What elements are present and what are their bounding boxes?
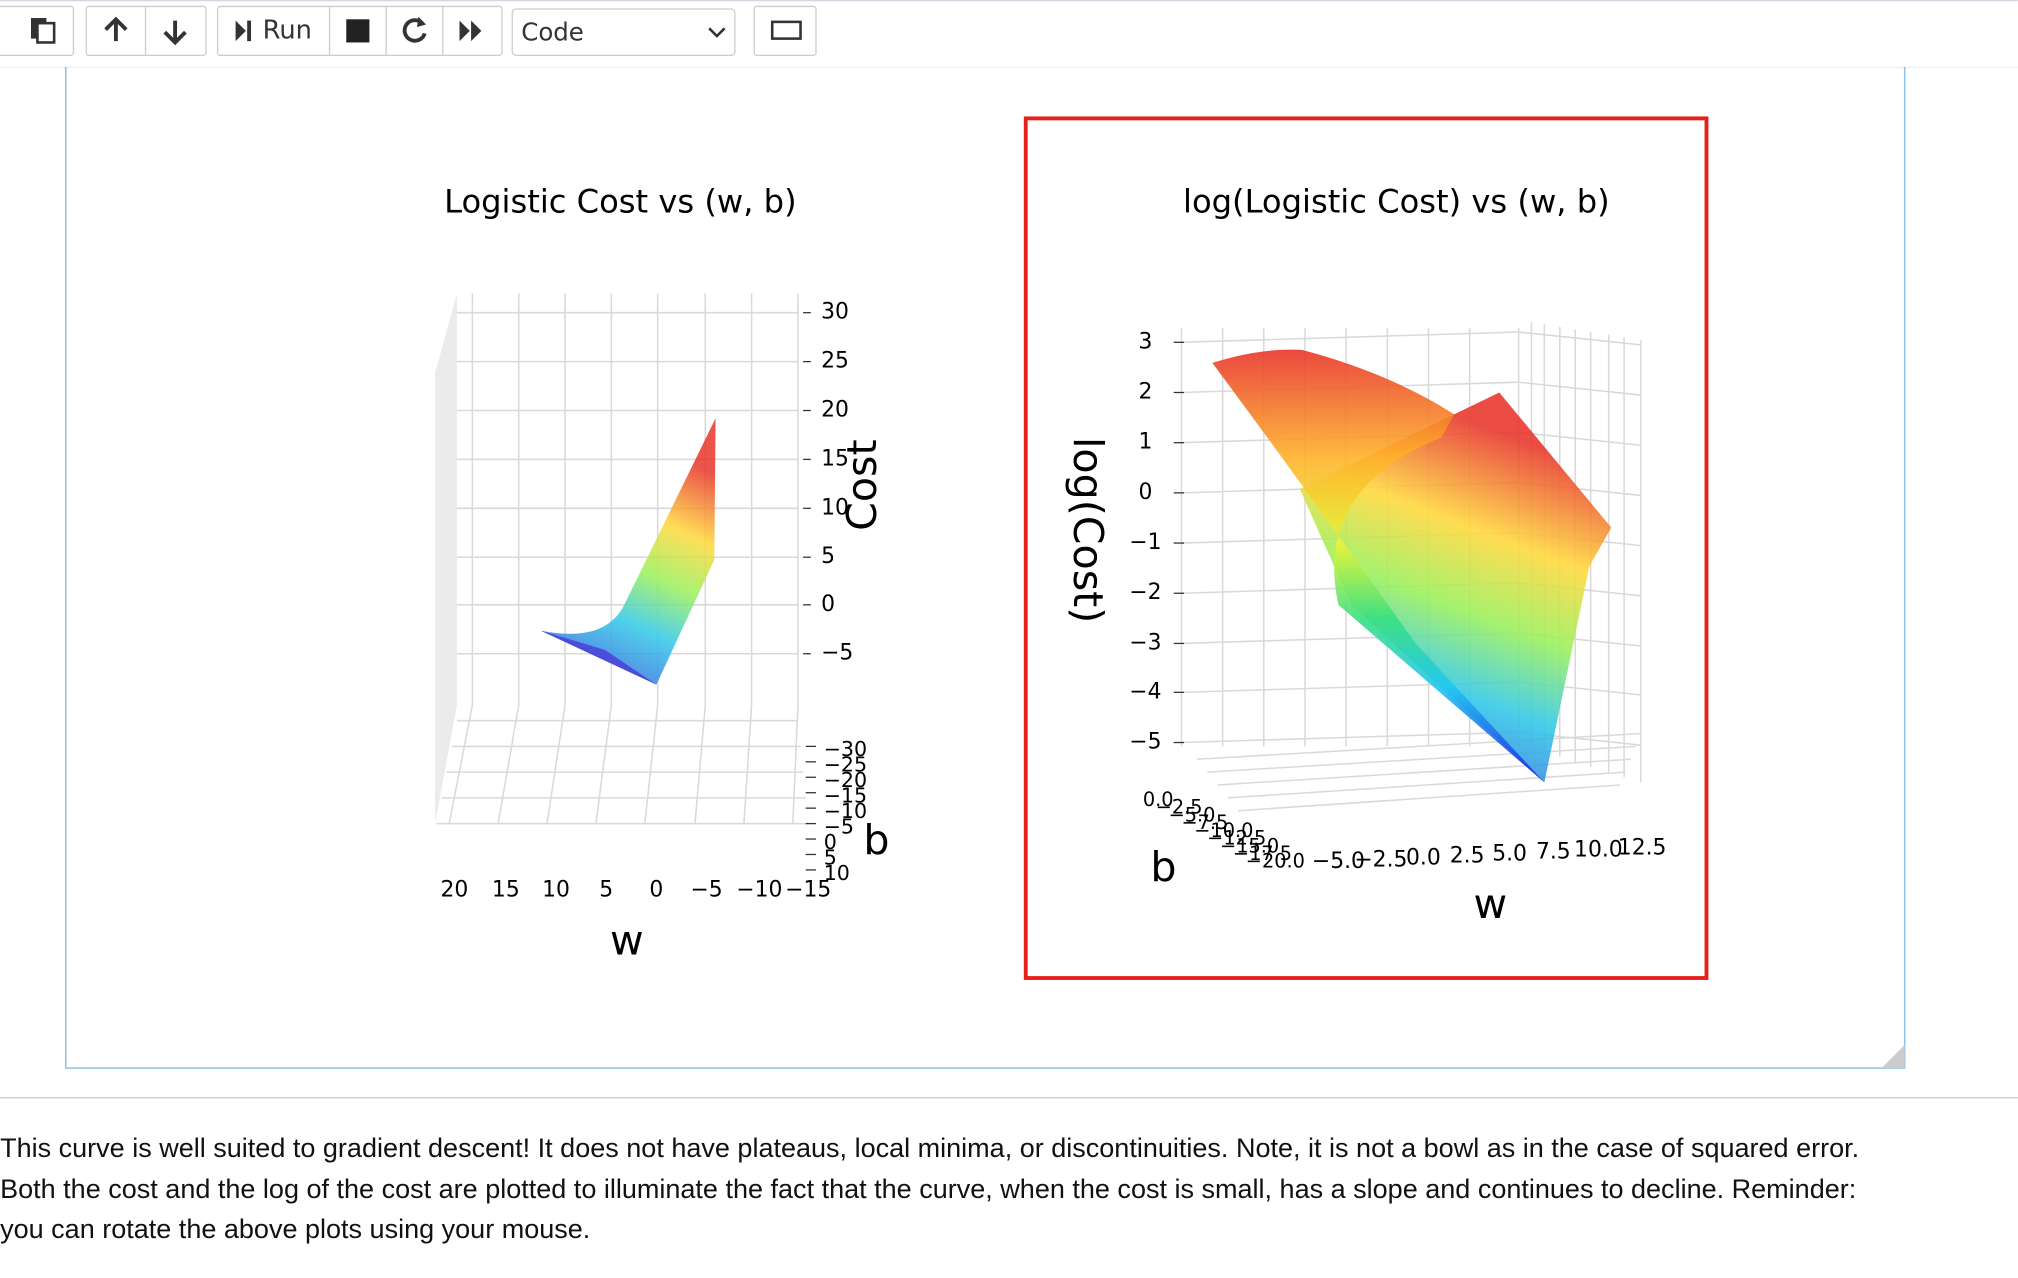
x-tick-label: −10 xyxy=(736,878,782,903)
grid-line xyxy=(1207,745,1636,773)
right-plot: log(Logistic Cost) vs (w, b) w b log(Cos… xyxy=(1064,182,1667,928)
grid-line xyxy=(743,705,753,824)
y-tick-label: 10 xyxy=(824,861,850,885)
grid-line xyxy=(1196,732,1641,761)
x-tick-label: 10 xyxy=(542,878,570,903)
grid-line xyxy=(694,705,707,824)
y-tick-label: −10.0 xyxy=(1194,819,1253,842)
y-tick-label: 5 xyxy=(824,845,837,869)
z-axis-label: log(Cost) xyxy=(1064,437,1112,623)
z-tick-label: −3 xyxy=(1129,630,1161,655)
y-tick-label: −20 xyxy=(824,768,867,792)
y-tick-label: −2.5 xyxy=(1156,796,1203,819)
x-tick-label: 10.0 xyxy=(1574,838,1623,863)
grid-line xyxy=(1518,331,1641,346)
x-axis-label: w xyxy=(610,916,644,964)
left-plot: Logistic Cost vs (w, b) w b Cost 30 25 20 1… xyxy=(435,182,890,964)
grid-line xyxy=(1518,381,1641,396)
paragraph-line: Both the cost and the log of the cost ar… xyxy=(0,1174,1856,1204)
grid-line xyxy=(1238,784,1621,812)
grid-line xyxy=(1181,331,1519,344)
grid-line xyxy=(595,705,613,824)
z-tick-label: −1 xyxy=(1129,530,1161,555)
z-tick-label: 15 xyxy=(821,446,849,471)
z-tick-label: −5 xyxy=(1129,730,1161,755)
paragraph-line: you can rotate the above plots using you… xyxy=(0,1214,590,1244)
y-tick-label: −25 xyxy=(824,753,867,777)
y-tick-label: −5 xyxy=(824,814,854,838)
x-tick-label: 7.5 xyxy=(1536,840,1571,865)
y-axis-label: b xyxy=(1150,843,1176,891)
y-tick-label: 0 xyxy=(824,830,837,854)
x-tick-label: 5 xyxy=(599,878,613,903)
grid-line xyxy=(1217,758,1631,786)
z-tick-label: −2 xyxy=(1129,580,1161,605)
paragraph-line: This curve is well suited to gradient de… xyxy=(0,1133,1859,1163)
grid-line xyxy=(792,705,799,824)
run-label: Run xyxy=(263,15,312,45)
z-tick-label: 0 xyxy=(821,592,835,617)
cell-type-label: Code xyxy=(521,17,584,46)
grid-line xyxy=(546,705,566,824)
z-tick-label: 3 xyxy=(1138,329,1152,354)
y-tick-label: −20.0 xyxy=(1246,850,1305,873)
x-tick-label: 0 xyxy=(649,878,663,903)
x-tick-label: 0.0 xyxy=(1406,845,1441,870)
y-tick-label: −30 xyxy=(824,737,867,761)
z-tick-label: −5 xyxy=(821,641,853,666)
grid-line xyxy=(1518,431,1641,447)
z-axis-label: Cost xyxy=(838,439,886,531)
z-tick-label: 2 xyxy=(1138,379,1152,404)
plot-title: log(Logistic Cost) vs (w, b) xyxy=(1183,182,1610,220)
y-tick-label: −17.5 xyxy=(1233,842,1292,865)
grid-line xyxy=(497,705,520,824)
plot-title: Logistic Cost vs (w, b) xyxy=(444,182,797,220)
y-tick-label: −5.0 xyxy=(1169,803,1216,826)
z-tick-label: 20 xyxy=(821,398,849,423)
grid-line xyxy=(1227,771,1626,799)
x-tick-label: 2.5 xyxy=(1450,843,1485,868)
z-tick-label: 10 xyxy=(821,495,849,520)
cell-type-select[interactable] xyxy=(511,8,736,56)
markdown-cell: This curve is well suited to gradient de… xyxy=(0,1133,1859,1244)
y-tick-label: −7.5 xyxy=(1181,811,1228,834)
x-tick-label: 5.0 xyxy=(1492,841,1527,866)
z-tick-label: 5 xyxy=(821,544,835,569)
keyboard-button[interactable] xyxy=(753,5,817,56)
x-tick-label: 20 xyxy=(440,878,468,903)
z-tick-label: 0 xyxy=(1138,480,1152,505)
highlight-box xyxy=(1023,116,1709,980)
y-tick-label: 0.0 xyxy=(1143,788,1174,811)
x-tick-label: 12.5 xyxy=(1618,836,1667,861)
toolbar: Run Code xyxy=(0,5,817,56)
y-tick-label: −10 xyxy=(824,799,867,823)
y-tick-label: −12.5 xyxy=(1207,827,1266,850)
grid-line xyxy=(448,705,474,824)
z-tick-label: 1 xyxy=(1138,430,1152,455)
y-tick-label: −15 xyxy=(824,784,867,808)
z-tick-label: −4 xyxy=(1129,679,1161,704)
z-tick-label: 25 xyxy=(821,349,849,374)
grid-line xyxy=(1181,731,1519,744)
x-axis-label: w xyxy=(1473,880,1507,928)
x-tick-label: −5 xyxy=(690,878,722,903)
x-tick-label: −5.0 xyxy=(1312,849,1365,874)
grid-line xyxy=(644,705,659,824)
x-tick-label: 15 xyxy=(492,878,520,903)
y-tick-label: −15.0 xyxy=(1220,834,1279,857)
x-tick-label: −2.5 xyxy=(1354,847,1407,872)
z-tick-label: 30 xyxy=(821,300,849,325)
y-axis-label: b xyxy=(863,816,889,864)
x-tick-label: −15 xyxy=(785,878,831,903)
